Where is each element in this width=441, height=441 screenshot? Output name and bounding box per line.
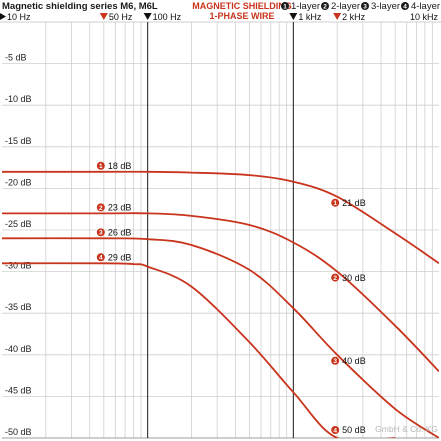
- x-marker-triangle: [333, 13, 342, 20]
- annotation-value: 26 dB: [108, 228, 132, 238]
- annotation-4: 4 29 dB: [96, 252, 132, 262]
- annotation-badge-2: [331, 273, 340, 282]
- legend-badge-number: 4: [403, 3, 407, 10]
- y-tick-label: -35 dB: [5, 302, 32, 312]
- legend-item-2: 2 2-layer: [321, 1, 360, 12]
- legend-badge-1: [281, 2, 289, 10]
- annotation-badge-1: [96, 161, 105, 170]
- legend-badge-4: [401, 2, 409, 10]
- legend-badge-number: 2: [323, 3, 327, 10]
- x-marker-triangle: [143, 13, 152, 20]
- annotation-value: 50 dB: [342, 425, 366, 435]
- x-axis-markers: 10 Hz 50 Hz 100 Hz 1 kHz 2 kHz 10 kHz: [0, 12, 438, 438]
- y-tick-label: -15 dB: [5, 136, 32, 146]
- annotation-2: 2 30 dB: [331, 273, 366, 283]
- legend-label: 1-layer: [291, 1, 320, 12]
- annotation-badge-1: [331, 198, 340, 207]
- grid: [2, 22, 439, 439]
- chart-subtitle-line2: 1-PHASE WIRE: [209, 11, 274, 21]
- annotation-badge-3: [96, 228, 105, 237]
- series-curves: [2, 170, 439, 438]
- chart-subtitle-line1: MAGNETIC SHIELDING: [192, 1, 292, 11]
- legend-badge-2: [321, 2, 329, 10]
- chart-title: Magnetic shielding series M6, M6L: [2, 1, 158, 12]
- y-tick-label: -25 dB: [5, 219, 32, 229]
- y-tick-label: -10 dB: [5, 94, 32, 104]
- legend-item-1: 1 1-layer: [281, 1, 320, 12]
- annotation-badge-number: 4: [333, 427, 337, 434]
- annotation-3: 3 40 dB: [331, 356, 366, 366]
- series-line-4: [2, 262, 396, 438]
- annotation-1: 1 21 dB: [331, 198, 366, 208]
- x-tick-label: 50 Hz: [109, 12, 133, 22]
- legend-item-4: 4 4-layer: [401, 1, 440, 12]
- annotation-badge-3: [331, 356, 340, 365]
- legend: 1 1-layer 2 2-layer 3 3-layer 4 4-layer: [281, 1, 440, 12]
- annotation-1: 1 18 dB: [96, 161, 132, 171]
- annotation-4: 4 50 dB: [331, 425, 366, 435]
- annotation-2: 2 23 dB: [96, 203, 132, 213]
- legend-badge-number: 1: [283, 3, 287, 10]
- annotation-value: 40 dB: [342, 356, 366, 366]
- legend-label: 2-layer: [331, 1, 360, 12]
- x-marker-triangle: [0, 13, 6, 20]
- annotation-value: 23 dB: [108, 203, 132, 213]
- annotation-badge-4: [96, 253, 105, 262]
- annotation-value: 18 dB: [108, 161, 132, 171]
- legend-label: 3-layer: [371, 1, 400, 12]
- annotation-badge-2: [96, 203, 105, 212]
- annotation-badge-number: 4: [99, 255, 103, 262]
- annotation-badge-number: 2: [99, 205, 103, 212]
- annotation-badge-number: 1: [333, 200, 337, 207]
- y-axis-ticks: -5 dB -10 dB -15 dB -20 dB -25 dB -30 dB -35 d…: [5, 53, 32, 437]
- x-marker-triangle: [99, 13, 108, 20]
- annotation-badge-number: 3: [99, 230, 103, 237]
- y-tick-label: -5 dB: [5, 53, 27, 63]
- annotation-3: 3 26 dB: [96, 228, 132, 238]
- series-line-2: [2, 212, 439, 373]
- annotation-value: 29 dB: [108, 252, 132, 262]
- chart-header: Magnetic shielding series M6, M6L MAGNET…: [2, 1, 440, 21]
- y-tick-label: -50 dB: [5, 427, 32, 437]
- y-tick-label: -40 dB: [5, 344, 32, 354]
- annotations: 1 18 dB 2 23 dB 3 26 dB 4 29 dB 1 21 dB 2 30 dB 3 40 …: [96, 161, 366, 435]
- watermark: GmbH & Co. KG: [375, 424, 438, 434]
- y-tick-label: -20 dB: [5, 177, 32, 187]
- series-line-1: [2, 170, 439, 265]
- y-tick-label: -45 dB: [5, 385, 32, 395]
- legend-item-3: 3 3-layer: [361, 1, 400, 12]
- x-tick-label: 1 kHz: [298, 12, 322, 22]
- legend-badge-3: [361, 2, 369, 10]
- y-tick-label: -30 dB: [5, 261, 32, 271]
- annotation-value: 21 dB: [342, 198, 366, 208]
- x-tick-label: 10 kHz: [410, 12, 439, 22]
- annotation-badge-4: [331, 426, 340, 434]
- x-tick-label: 10 Hz: [7, 12, 31, 22]
- legend-label: 4-layer: [411, 1, 440, 12]
- annotation-badge-number: 1: [99, 163, 103, 170]
- annotation-badge-number: 3: [333, 358, 337, 365]
- legend-badge-number: 3: [363, 3, 367, 10]
- x-marker-triangle: [289, 13, 298, 20]
- series-line-3: [2, 237, 439, 438]
- x-tick-label: 100 Hz: [153, 12, 182, 22]
- annotation-badge-number: 2: [333, 275, 337, 282]
- x-tick-label: 2 kHz: [342, 12, 366, 22]
- annotation-value: 30 dB: [342, 273, 366, 283]
